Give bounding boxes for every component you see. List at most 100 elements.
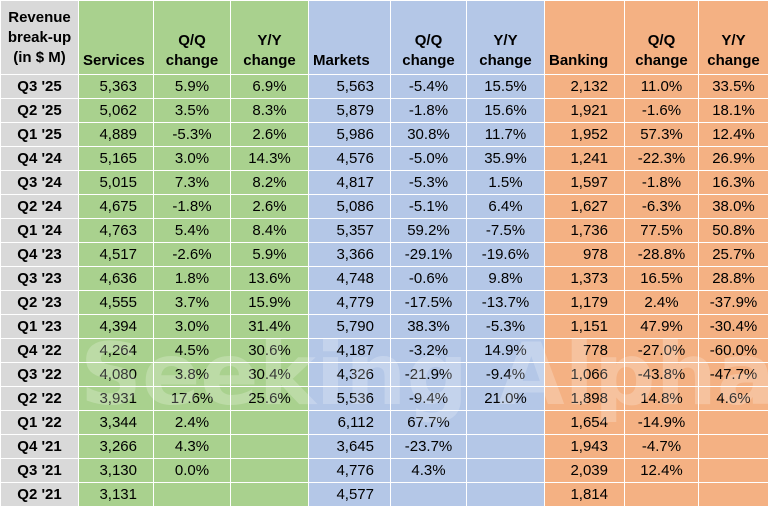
quarter-label: Q2 '25 — [1, 99, 79, 123]
banking-yy-cell: 38.0% — [699, 195, 768, 219]
markets-value-cell: 5,986 — [309, 123, 391, 147]
quarter-label: Q2 '22 — [1, 387, 79, 411]
markets-value-cell: 4,748 — [309, 267, 391, 291]
markets-value-cell: 6,112 — [309, 411, 391, 435]
banking-value-cell: 2,132 — [545, 75, 625, 99]
banking-value-cell: 1,943 — [545, 435, 625, 459]
services-value-cell: 3,266 — [79, 435, 154, 459]
markets-qq-cell: -21.9% — [391, 363, 467, 387]
banking-value-cell: 1,921 — [545, 99, 625, 123]
banking-yy-cell: -60.0% — [699, 339, 768, 363]
quarter-label: Q1 '22 — [1, 411, 79, 435]
services-value-cell: 4,889 — [79, 123, 154, 147]
services-qq-cell: 3.7% — [154, 291, 231, 315]
services-qq-cell: 3.0% — [154, 315, 231, 339]
banking-header: Banking — [545, 1, 625, 75]
services-value-cell: 3,130 — [79, 459, 154, 483]
services-header: Services — [79, 1, 154, 75]
quarter-label: Q3 '25 — [1, 75, 79, 99]
markets-value-cell: 4,779 — [309, 291, 391, 315]
banking-value-cell: 1,241 — [545, 147, 625, 171]
services-value-cell: 4,555 — [79, 291, 154, 315]
markets-qq-cell: -5.3% — [391, 171, 467, 195]
corner-header: Revenue break-up (in $ M) — [1, 1, 79, 75]
markets-qq-cell: -5.0% — [391, 147, 467, 171]
services-qq-cell: -5.3% — [154, 123, 231, 147]
banking-value-cell: 1,898 — [545, 387, 625, 411]
quarter-label: Q1 '25 — [1, 123, 79, 147]
banking-yy-cell: 33.5% — [699, 75, 768, 99]
banking-yy-cell — [699, 435, 768, 459]
markets-yy-cell: -9.4% — [467, 363, 545, 387]
banking-qq-cell: 11.0% — [625, 75, 699, 99]
markets-qq-cell: 30.8% — [391, 123, 467, 147]
services-value-cell: 3,344 — [79, 411, 154, 435]
quarter-label: Q1 '24 — [1, 219, 79, 243]
corner-line-2: break-up — [1, 28, 78, 48]
banking-qq-cell: 14.8% — [625, 387, 699, 411]
banking-qq-cell: 47.9% — [625, 315, 699, 339]
markets-value-cell: 4,576 — [309, 147, 391, 171]
markets-yy-cell: 6.4% — [467, 195, 545, 219]
markets-value-cell: 4,326 — [309, 363, 391, 387]
services-yy-cell: 6.9% — [231, 75, 309, 99]
services-qq-cell: 4.3% — [154, 435, 231, 459]
quarter-label: Q4 '21 — [1, 435, 79, 459]
banking-value-cell: 1,736 — [545, 219, 625, 243]
markets-yy-cell — [467, 435, 545, 459]
banking-value-cell: 778 — [545, 339, 625, 363]
services-qq-cell: -2.6% — [154, 243, 231, 267]
markets-value-cell: 5,086 — [309, 195, 391, 219]
services-value-cell: 5,363 — [79, 75, 154, 99]
banking-value-cell: 1,151 — [545, 315, 625, 339]
corner-line-3: (in $ M) — [1, 48, 78, 68]
markets-yy-cell: 9.8% — [467, 267, 545, 291]
services-yy-cell: 25.6% — [231, 387, 309, 411]
services-qq-cell: 17.6% — [154, 387, 231, 411]
markets-qq-cell: -5.4% — [391, 75, 467, 99]
banking-qq-cell: -1.8% — [625, 171, 699, 195]
services-yy-cell: 15.9% — [231, 291, 309, 315]
banking-yy-cell: -47.7% — [699, 363, 768, 387]
banking-qq-cell: -43.8% — [625, 363, 699, 387]
markets-value-cell: 4,776 — [309, 459, 391, 483]
markets-value-cell: 5,357 — [309, 219, 391, 243]
quarter-label: Q2 '23 — [1, 291, 79, 315]
services-yy-cell: 8.4% — [231, 219, 309, 243]
quarter-label: Q3 '23 — [1, 267, 79, 291]
quarter-label: Q2 '24 — [1, 195, 79, 219]
markets-yy-cell: -5.3% — [467, 315, 545, 339]
banking-yy-cell: 18.1% — [699, 99, 768, 123]
services-value-cell: 5,062 — [79, 99, 154, 123]
banking-qq-cell: -1.6% — [625, 99, 699, 123]
markets-qq-cell: -5.1% — [391, 195, 467, 219]
quarter-label: Q1 '23 — [1, 315, 79, 339]
markets-qq-cell: 4.3% — [391, 459, 467, 483]
banking-qq-cell: 12.4% — [625, 459, 699, 483]
services-yy-cell — [231, 411, 309, 435]
markets-value-cell: 5,536 — [309, 387, 391, 411]
banking-qq-cell: 57.3% — [625, 123, 699, 147]
services-value-cell: 4,394 — [79, 315, 154, 339]
markets-yy-cell: 21.0% — [467, 387, 545, 411]
banking-value-cell: 1,373 — [545, 267, 625, 291]
corner-line-1: Revenue — [1, 8, 78, 28]
markets-qq-cell: -3.2% — [391, 339, 467, 363]
services-value-cell: 4,264 — [79, 339, 154, 363]
services-qq-cell: 5.9% — [154, 75, 231, 99]
